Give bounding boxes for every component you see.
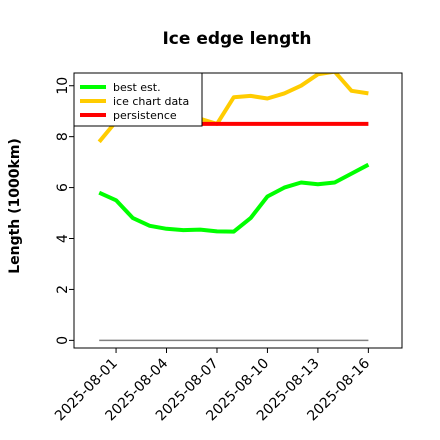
legend-label: persistence <box>113 109 177 122</box>
y-tick-label: 2 <box>55 285 71 294</box>
legend-box <box>73 72 203 127</box>
y-axis-label: Length (1000km) <box>7 138 23 274</box>
y-tick-label: 4 <box>55 234 71 243</box>
series-line-best-est- <box>98 162 370 234</box>
y-tick-label: 0 <box>55 336 71 345</box>
y-tick-label: 10 <box>55 77 71 95</box>
legend-label: ice chart data <box>113 95 189 108</box>
chart-title: Ice edge length <box>162 29 311 49</box>
y-tick-label: 8 <box>55 132 71 141</box>
legend-label: best est. <box>113 81 161 94</box>
axes: 02468102025-08-012025-08-042025-08-07202… <box>52 77 373 425</box>
y-tick-label: 6 <box>55 183 71 192</box>
plot-frame <box>73 72 403 349</box>
